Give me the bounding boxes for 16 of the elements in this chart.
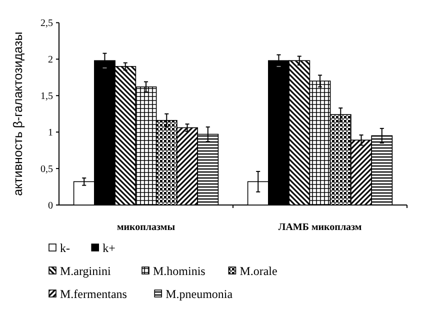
legend-label: M.pneumonia (166, 287, 234, 301)
legend-label: M.hominis (153, 264, 206, 278)
legend-label: M.fermentans (60, 287, 128, 301)
y-tick-label: 2,5 (40, 18, 53, 30)
y-tick-label: 2 (48, 54, 53, 66)
legend-label: k+ (102, 241, 116, 255)
y-tick-label: 0,5 (40, 164, 53, 176)
y-tick-label: 1,5 (40, 91, 53, 102)
legend-label: M.orale (240, 264, 278, 278)
y-tick-label: 0 (48, 200, 53, 212)
legend-label: M.arginini (60, 264, 112, 278)
legend-label: k- (60, 241, 70, 255)
y-axis-title: активность β-галактозидазы (11, 32, 25, 196)
x-tick-label: микоплазмы (116, 222, 176, 233)
x-tick-label: ЛАМБ микоплазм (278, 222, 362, 233)
y-tick-label: 1 (48, 128, 53, 139)
